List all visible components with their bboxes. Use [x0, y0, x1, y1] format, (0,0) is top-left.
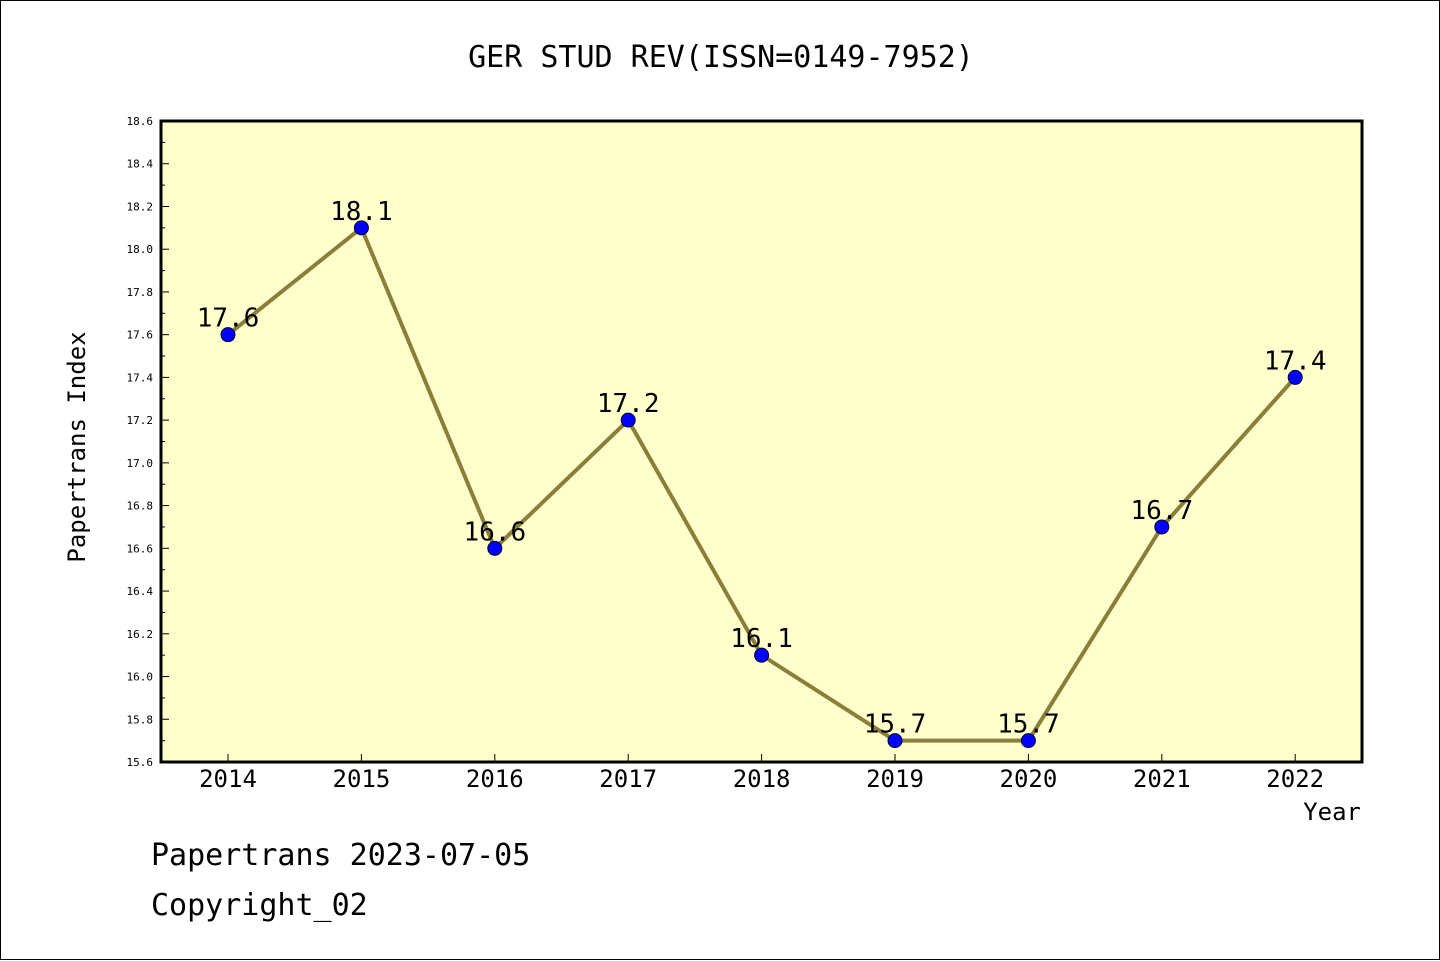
x-axis: 2014 2015 2016 2017 2018 2019 2020 2021 2022	[199, 754, 1324, 793]
data-point	[1154, 519, 1170, 535]
y-tick-label: 16.2	[127, 628, 154, 641]
data-point	[220, 327, 236, 343]
y-tick-label: 17.6	[127, 329, 154, 342]
data-label: 16.7	[1130, 496, 1193, 526]
data-point	[1020, 733, 1036, 749]
x-tick-label: 2015	[333, 765, 391, 793]
data-label: 17.6	[197, 304, 260, 334]
x-tick-label: 2014	[199, 765, 257, 793]
y-tick-label: 15.6	[127, 756, 154, 769]
data-point	[353, 220, 369, 236]
data-label: 17.2	[597, 389, 660, 419]
y-axis-title: Papertrans Index	[63, 331, 91, 562]
x-tick-label: 2020	[1000, 765, 1058, 793]
y-tick-label: 18.2	[127, 200, 154, 213]
x-tick-label: 2016	[466, 765, 524, 793]
y-tick-label: 17.4	[127, 371, 154, 384]
footer-date: Papertrans 2023-07-05	[151, 838, 530, 873]
x-tick-label: 2018	[733, 765, 791, 793]
y-tick-label: 18.0	[127, 243, 154, 256]
chart-title: GER STUD REV(ISSN=0149-7952)	[468, 40, 974, 75]
x-axis-title: Year	[1303, 798, 1361, 826]
y-tick-label: 18.6	[127, 115, 154, 128]
footer-copyright: Copyright_02	[151, 888, 368, 923]
y-tick-label: 15.8	[127, 713, 154, 726]
y-tick-label: 18.4	[127, 158, 154, 171]
y-tick-label: 17.0	[127, 457, 154, 470]
data-point	[487, 540, 503, 556]
x-tick-label: 2021	[1133, 765, 1191, 793]
data-label: 16.6	[463, 517, 526, 547]
data-label: 16.1	[730, 624, 793, 654]
data-label: 18.1	[330, 197, 393, 227]
y-tick-label: 16.6	[127, 542, 154, 555]
data-label: 15.7	[864, 710, 927, 740]
data-label: 17.4	[1264, 346, 1327, 376]
data-point	[620, 412, 636, 428]
data-point	[1287, 369, 1303, 385]
data-point	[887, 733, 903, 749]
y-tick-label: 16.0	[127, 671, 154, 684]
y-tick-label: 17.8	[127, 286, 154, 299]
x-tick-label: 2017	[599, 765, 657, 793]
y-axis: 15.6 15.8 16.0 16.2 16.4 16.6 16.8 17.0 17.2 17.4…	[127, 115, 169, 769]
y-tick-label: 16.8	[127, 500, 154, 513]
x-tick-label: 2022	[1266, 765, 1324, 793]
data-label: 15.7	[997, 710, 1060, 740]
series-line	[220, 220, 1303, 749]
plot-border	[159, 119, 1364, 764]
data-point	[754, 647, 770, 663]
data-labels: 17.6 18.1 16.6 17.2 16.1 15.7 15.7 16.7 17.4	[197, 197, 1327, 740]
y-tick-label: 16.4	[127, 585, 154, 598]
x-tick-label: 2019	[866, 765, 924, 793]
y-tick-label: 17.2	[127, 414, 154, 427]
